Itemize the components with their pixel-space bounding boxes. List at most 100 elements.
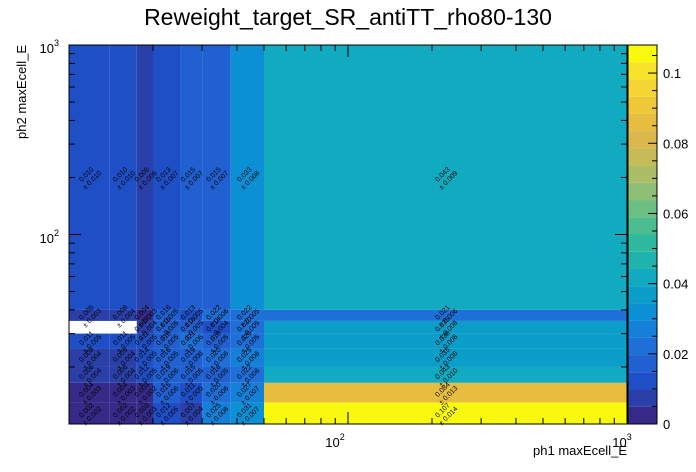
heatmap-cell-0-4 (180, 402, 203, 424)
heatmap-cell-2-6 (230, 366, 265, 383)
colorbar-tick-label: 0 (663, 417, 670, 432)
heatmap-cell-7-5 (202, 45, 231, 310)
heatmap-cell-6-4 (180, 309, 203, 321)
colorbar-segment (628, 372, 657, 390)
colorbar (628, 45, 657, 424)
heatmap-cell-5-4 (180, 320, 203, 334)
y-axis-tick-label-1000-base: 10 (40, 41, 54, 56)
heatmap-cell-4-6 (230, 333, 265, 349)
heatmap-cell-6-7 (264, 309, 627, 321)
heatmap-cell-7-4 (180, 45, 203, 310)
heatmap-cell-3-3 (152, 348, 181, 367)
colorbar-segment (628, 79, 657, 97)
heatmap-cell-4-1 (109, 333, 137, 349)
y-axis-tick-label-1000-exp: 3 (54, 38, 59, 48)
colorbar-tick-label: 0.08 (663, 136, 688, 151)
y-axis-ticks (69, 44, 627, 425)
x-axis-tick-label-1000-base: 10 (612, 435, 626, 450)
heatmap-cell-0-2 (136, 402, 153, 424)
heatmap-cell-4-5 (202, 333, 231, 349)
heatmap-cell-2-2 (136, 366, 153, 383)
x-axis-ticks (68, 45, 615, 424)
heatmap-cell-3-2 (136, 348, 153, 367)
y-axis-title: ph2 maxEcell_E (14, 45, 29, 139)
y-axis-tick-label-1000: 103 (40, 38, 59, 56)
colorbar-segment (628, 200, 657, 218)
colorbar-segment (628, 234, 657, 252)
heatmap-cell-5-6 (230, 320, 265, 334)
heatmap-cell-4-4 (180, 333, 203, 349)
colorbar-segment (628, 182, 657, 201)
heatmap-cell-5-2 (136, 320, 153, 334)
heatmap-cell-3-7 (264, 348, 627, 367)
colorbar-segment (628, 268, 657, 287)
colorbar-tick-label: 0.06 (663, 206, 688, 221)
heatmap-cell-0-0 (69, 402, 110, 424)
colorbar-segment (628, 286, 657, 304)
colorbar-segment (628, 406, 657, 424)
heatmap-cell-6-3 (152, 309, 181, 321)
colorbar-segment (628, 320, 657, 338)
heatmap-cell-1-4 (180, 382, 203, 403)
heatmap-cell-3-4 (180, 348, 203, 367)
colorbar-segment (628, 131, 657, 149)
x-axis-tick-label-100-exp: 2 (340, 432, 345, 442)
colorbar-segment (628, 337, 657, 356)
colorbar-segment (628, 217, 657, 235)
colorbar-tick-label: 0.02 (663, 347, 688, 362)
heatmap-cell-6-0 (69, 309, 110, 321)
heatmap-cell-3-5 (202, 348, 231, 367)
x-axis-tick-label-1000: 103 (612, 432, 631, 450)
heatmap-cell-2-0 (69, 366, 110, 383)
colorbar-segment (628, 148, 657, 166)
colorbar-ticks: 0 0.02 0.04 0.06 0.08 0.1 (648, 55, 688, 432)
heatmap-cell-1-0 (69, 382, 110, 403)
heatmap-cell-5-3 (152, 320, 181, 334)
heatmap-cell-0-6 (230, 402, 265, 424)
colorbar-segment (628, 251, 657, 269)
heatmap-cell-5-5 (202, 320, 231, 334)
heatmap-cell-1-2 (136, 382, 153, 403)
colorbar-segment (628, 45, 657, 63)
y-axis-tick-label-100: 102 (40, 228, 59, 246)
heatmap-cell-7-7 (264, 45, 627, 310)
heatmap-cell-2-3 (152, 366, 181, 383)
heatmap-cell-2-1 (109, 366, 137, 383)
heatmap-cell-1-7 (264, 382, 627, 403)
x-axis-tick-label-1000-exp: 3 (627, 432, 632, 442)
heatmap-cell-1-5 (202, 382, 231, 403)
x-axis-tick-label-100: 102 (325, 432, 344, 450)
heatmap-cell-6-1 (109, 309, 137, 321)
heatmap-cell-7-3 (152, 45, 181, 310)
y-axis-tick-label-100-exp: 2 (54, 228, 59, 238)
heatmap-cell-2-5 (202, 366, 231, 383)
heatmap-cell-3-0 (69, 348, 110, 367)
heatmap-cell-4-0 (69, 333, 110, 349)
heatmap-cell-6-6 (230, 309, 265, 321)
heatmap-cell-1-1 (109, 382, 137, 403)
heatmap-cell-7-6 (230, 45, 265, 310)
heatmap-cell-0-3 (152, 402, 181, 424)
colorbar-segment (628, 355, 657, 373)
heatmap-cell-2-7 (264, 366, 627, 383)
colorbar-segment (628, 62, 657, 80)
heatmap-cell-7-0 (69, 45, 110, 310)
heatmap-cell-6-5 (202, 309, 231, 321)
heatmap-cell-4-2 (136, 333, 153, 349)
heatmap-cell-0-1 (109, 402, 137, 424)
colorbar-segment (628, 389, 657, 407)
y-axis-tick-label-100-base: 10 (40, 231, 54, 246)
heatmap-cell-4-3 (152, 333, 181, 349)
heatmap-cell-1-6 (230, 382, 265, 403)
heatmap-cell-6-2 (136, 309, 153, 321)
colorbar-tick-label: 0.04 (663, 277, 688, 292)
colorbar-segment (628, 96, 657, 114)
heatmap-cell-4-7 (264, 333, 627, 349)
heatmap-cell-0-7 (264, 402, 627, 424)
heatmap-cell-0-5 (202, 402, 231, 424)
colorbar-segment (628, 303, 657, 321)
heatmap-cell-5-7 (264, 320, 627, 334)
heatmap-cell-3-6 (230, 348, 265, 367)
heatmap-cell-1-3 (152, 382, 181, 403)
